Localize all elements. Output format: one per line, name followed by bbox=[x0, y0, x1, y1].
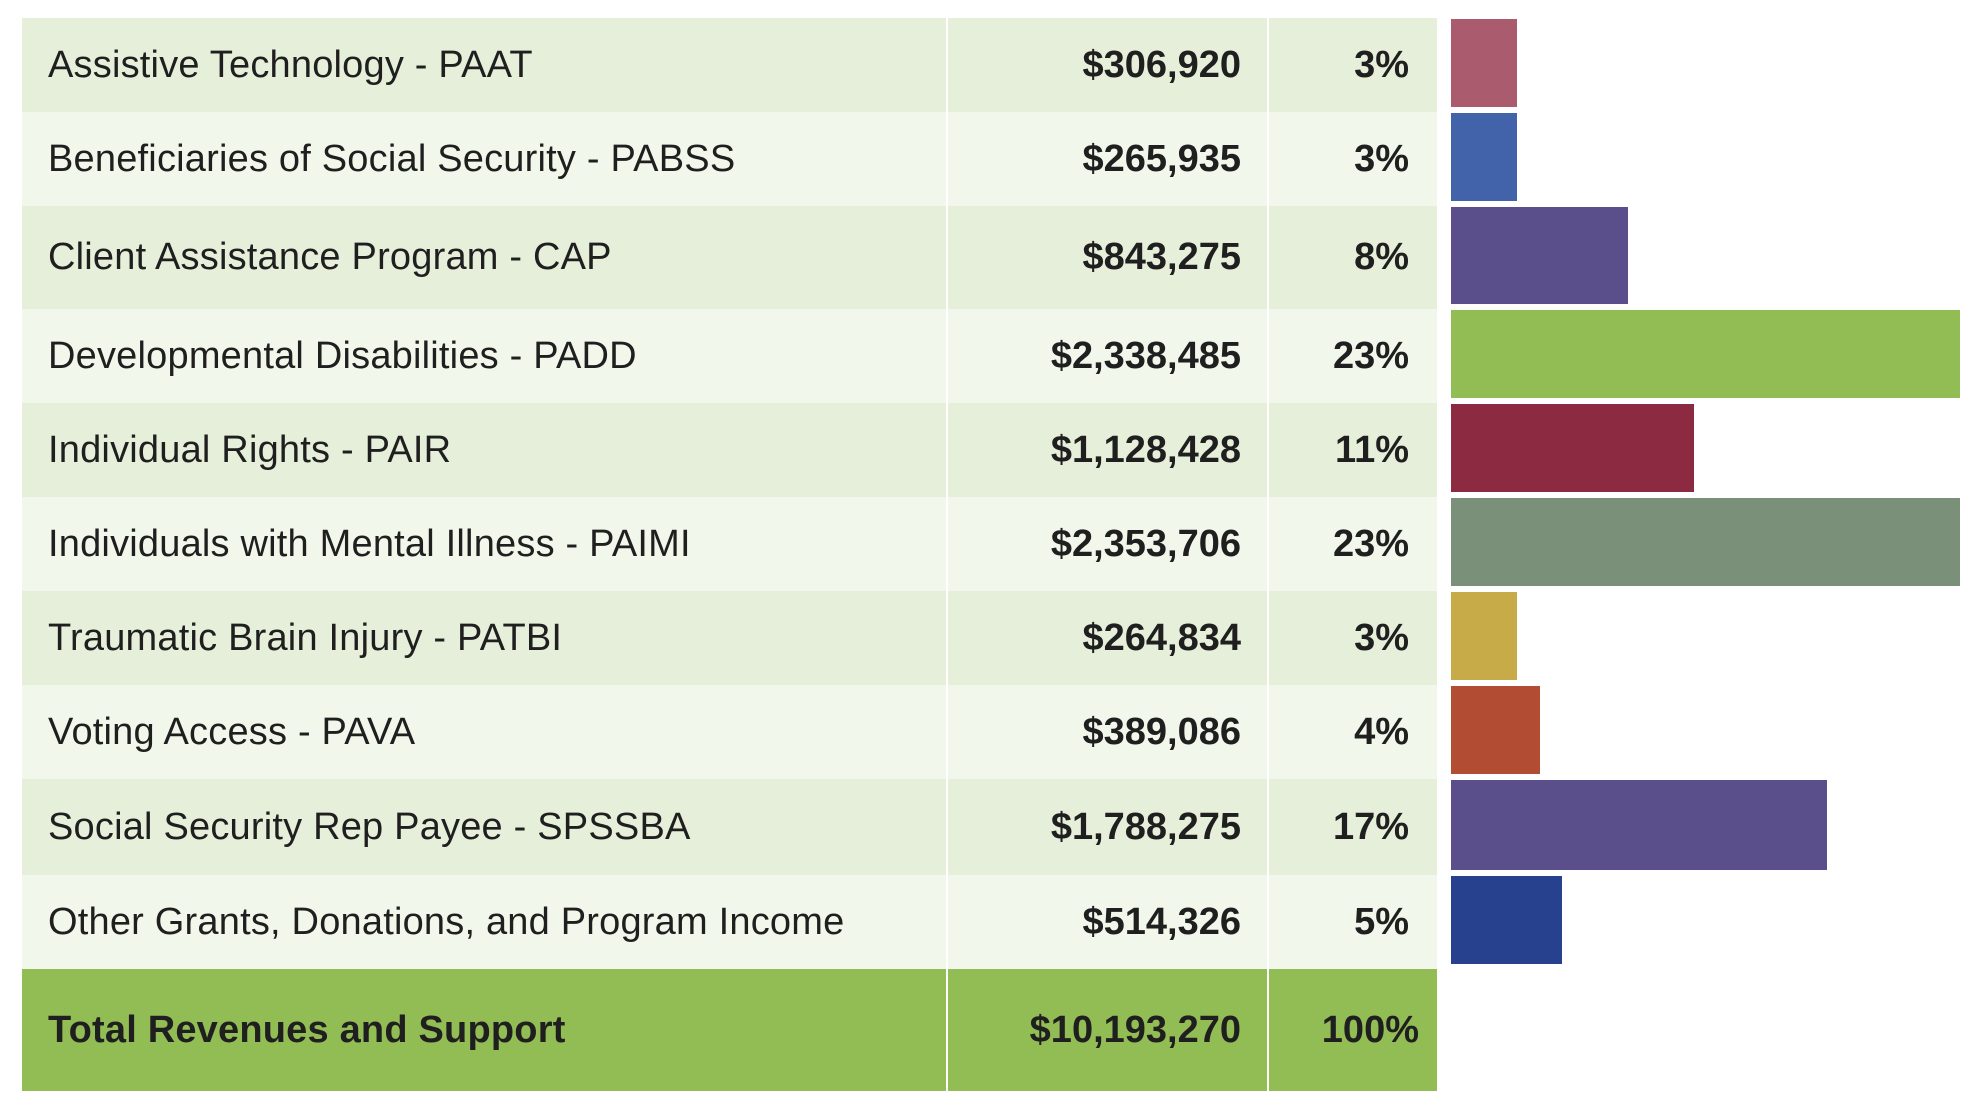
bar-6 bbox=[1451, 498, 1960, 586]
row-label: Individuals with Mental Illness - PAIMI bbox=[22, 497, 946, 591]
row-amount: $2,353,706 bbox=[946, 497, 1267, 591]
table-row: Individual Rights - PAIR $1,128,428 11% bbox=[22, 403, 1437, 497]
row-label: Client Assistance Program - CAP bbox=[22, 206, 946, 309]
row-amount: $1,788,275 bbox=[946, 779, 1267, 875]
row-percent: 3% bbox=[1267, 591, 1437, 685]
row-percent: 5% bbox=[1267, 875, 1437, 969]
row-amount: $264,834 bbox=[946, 591, 1267, 685]
row-percent: 3% bbox=[1267, 18, 1437, 112]
row-amount: $843,275 bbox=[946, 206, 1267, 309]
table-row: Beneficiaries of Social Security - PABSS… bbox=[22, 112, 1437, 206]
bar-1 bbox=[1451, 19, 1517, 107]
table-row: Individuals with Mental Illness - PAIMI $… bbox=[22, 497, 1437, 591]
row-amount: $306,920 bbox=[946, 18, 1267, 112]
row-percent: 3% bbox=[1267, 112, 1437, 206]
table-row: Assistive Technology - PAAT $306,920 3% bbox=[22, 18, 1437, 112]
total-row: Total Revenues and Support $10,193,270 100… bbox=[22, 969, 1437, 1091]
row-label: Total Revenues and Support bbox=[22, 969, 946, 1091]
table-row: Voting Access - PAVA $389,086 4% bbox=[22, 685, 1437, 779]
row-label: Developmental Disabilities - PADD bbox=[22, 309, 946, 403]
row-amount: $2,338,485 bbox=[946, 309, 1267, 403]
row-label: Assistive Technology - PAAT bbox=[22, 18, 946, 112]
table-row: Client Assistance Program - CAP $843,275 8… bbox=[22, 206, 1437, 309]
row-amount: $389,086 bbox=[946, 685, 1267, 779]
bar-8 bbox=[1451, 686, 1540, 774]
row-percent: 8% bbox=[1267, 206, 1437, 309]
bar-2 bbox=[1451, 113, 1517, 201]
bar-4 bbox=[1451, 310, 1960, 398]
table-row: Developmental Disabilities - PADD $2,338,… bbox=[22, 309, 1437, 403]
row-label: Other Grants, Donations, and Program Inc… bbox=[22, 875, 946, 969]
bar-7 bbox=[1451, 592, 1517, 680]
row-amount: $1,128,428 bbox=[946, 403, 1267, 497]
row-percent: 4% bbox=[1267, 685, 1437, 779]
table-row: Other Grants, Donations, and Program Inc… bbox=[22, 875, 1437, 969]
bar-5 bbox=[1451, 404, 1694, 492]
row-label: Beneficiaries of Social Security - PABSS bbox=[22, 112, 946, 206]
bar-3 bbox=[1451, 207, 1628, 304]
row-label: Social Security Rep Payee - SPSSBA bbox=[22, 779, 946, 875]
row-percent: 17% bbox=[1267, 779, 1437, 875]
row-amount: $265,935 bbox=[946, 112, 1267, 206]
revenue-table: Assistive Technology - PAAT $306,920 3% Ben… bbox=[22, 18, 1437, 1091]
row-percent: 23% bbox=[1267, 309, 1437, 403]
row-percent: 11% bbox=[1267, 403, 1437, 497]
table-row: Traumatic Brain Injury - PATBI $264,834 3% bbox=[22, 591, 1437, 685]
table-row: Social Security Rep Payee - SPSSBA $1,788… bbox=[22, 779, 1437, 875]
row-amount: $514,326 bbox=[946, 875, 1267, 969]
row-label: Traumatic Brain Injury - PATBI bbox=[22, 591, 946, 685]
bar-9 bbox=[1451, 780, 1827, 870]
row-label: Voting Access - PAVA bbox=[22, 685, 946, 779]
row-percent: 100% bbox=[1267, 969, 1437, 1091]
row-amount: $10,193,270 bbox=[946, 969, 1267, 1091]
row-label: Individual Rights - PAIR bbox=[22, 403, 946, 497]
row-percent: 23% bbox=[1267, 497, 1437, 591]
bar-10 bbox=[1451, 876, 1562, 964]
